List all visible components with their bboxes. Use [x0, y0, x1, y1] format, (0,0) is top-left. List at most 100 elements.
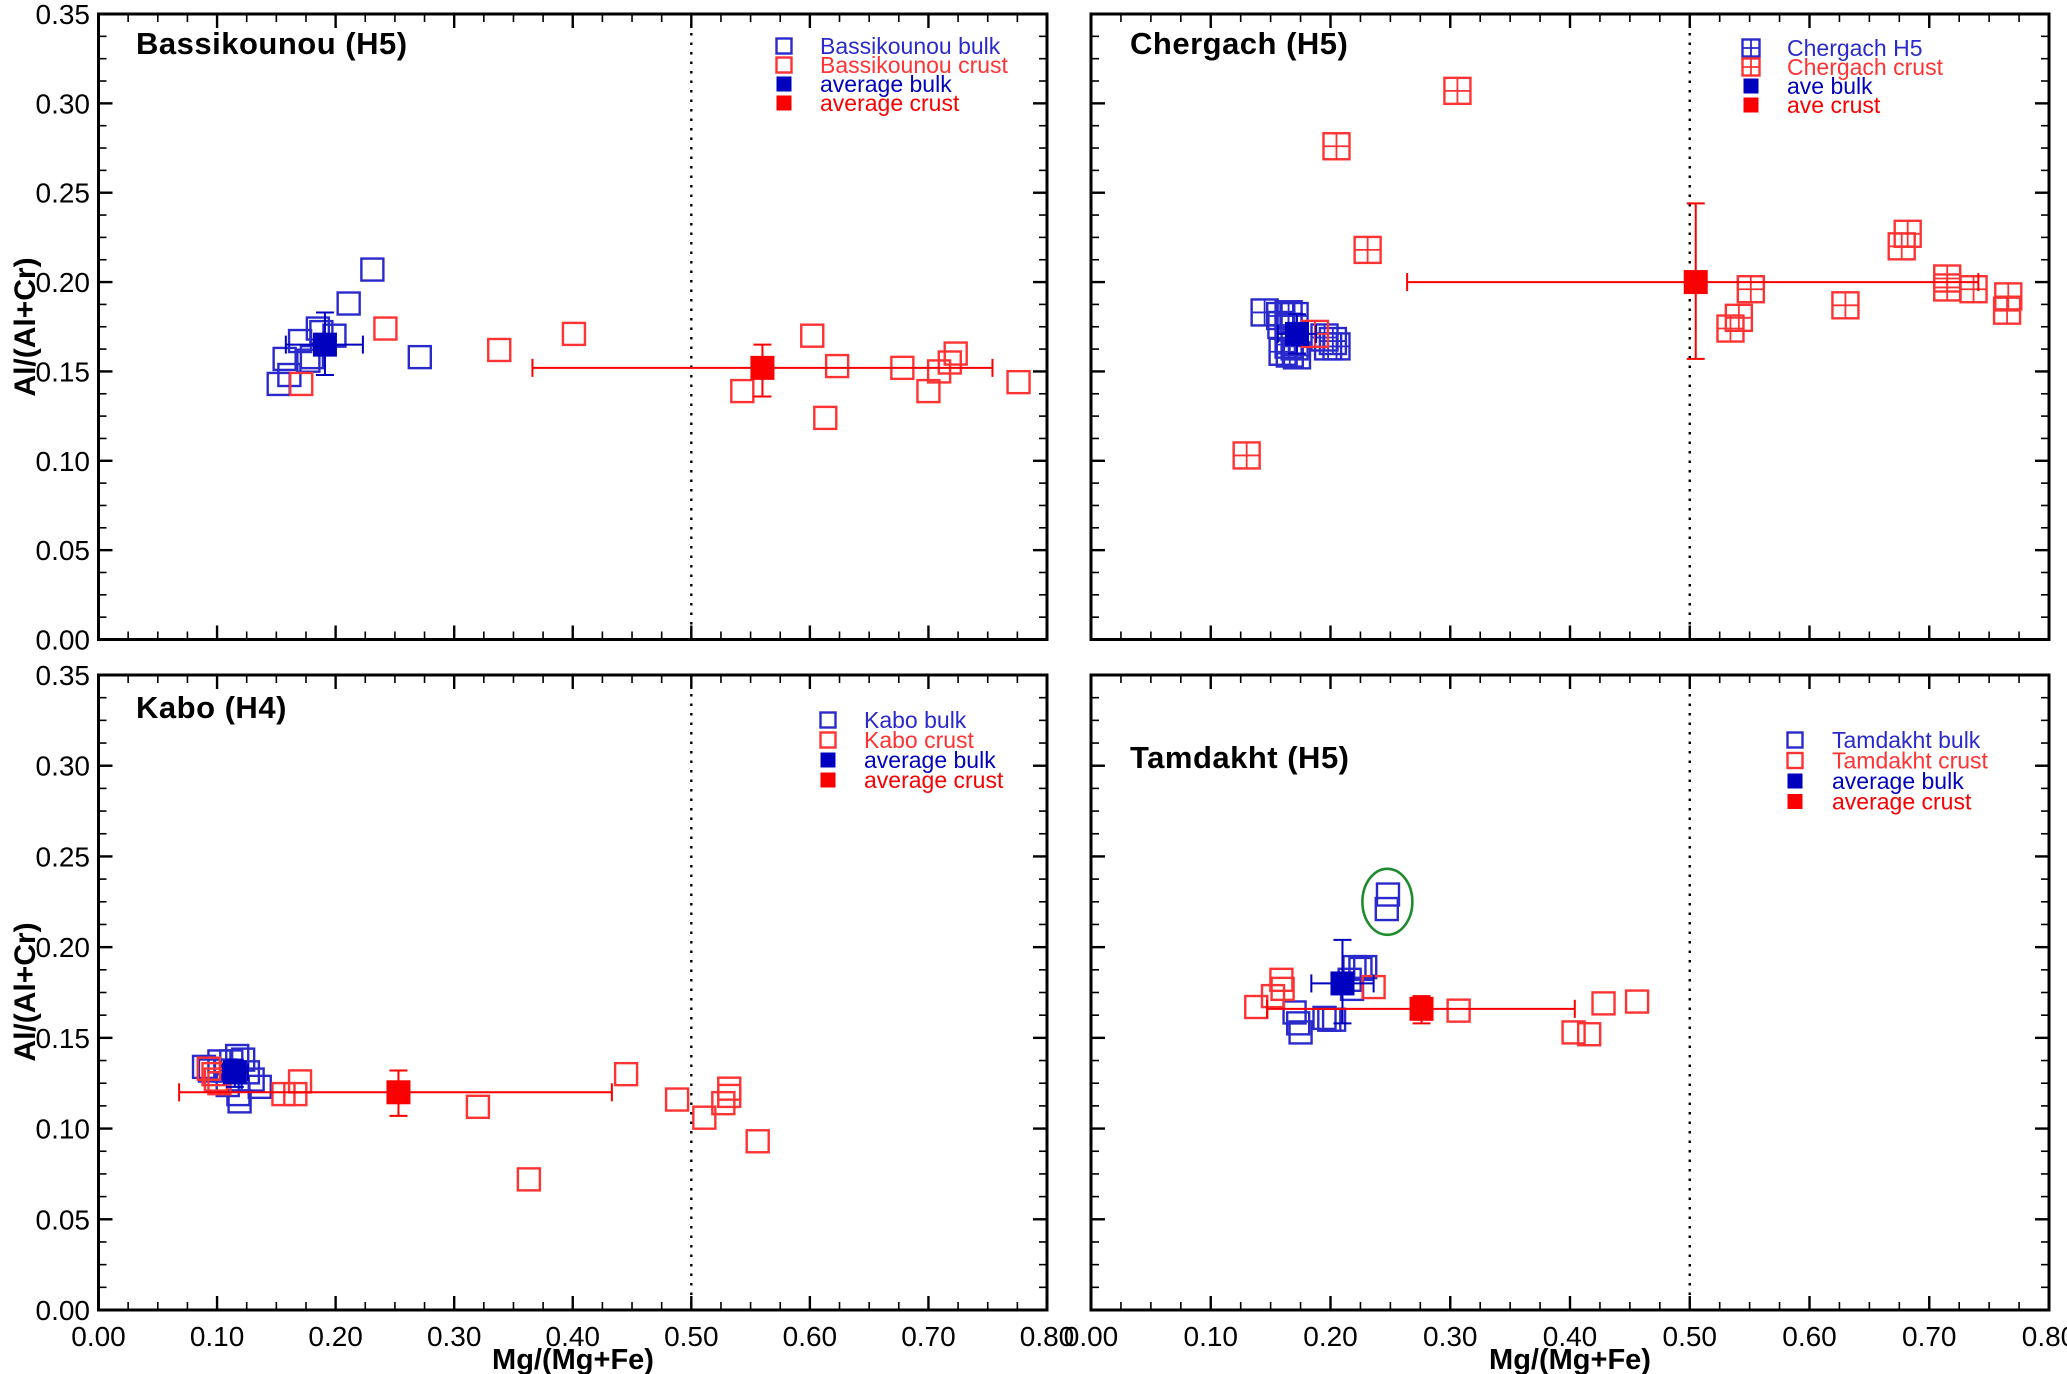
series-average-crust [1266, 995, 1576, 1025]
series-kabo-crust [196, 1056, 770, 1192]
data-point [1312, 1005, 1337, 1031]
x-tick-label: 0.60 [1782, 1321, 1837, 1352]
average-point [1330, 971, 1355, 996]
x-tick-label: 0.00 [1064, 1321, 1119, 1352]
x-tick-label: 0.60 [783, 1321, 838, 1352]
data-point [1374, 896, 1399, 922]
y-tick-label: 0.00 [36, 625, 91, 656]
x-tick-label: 0.30 [427, 1321, 482, 1352]
x-tick-label: 0.40 [1543, 1321, 1598, 1352]
data-point [283, 1081, 308, 1107]
x-tick-label: 0.70 [1902, 1321, 1957, 1352]
data-point [1893, 219, 1922, 249]
data-point [824, 353, 850, 379]
ticks [1089, 12, 2051, 641]
data-point [360, 257, 385, 282]
data-point [1006, 369, 1031, 395]
x-tick-label: 0.10 [1184, 1321, 1239, 1352]
series-average-crust [531, 343, 994, 398]
data-point [943, 341, 968, 366]
average-point [386, 1080, 411, 1105]
legend-item-label: average bulk [820, 71, 952, 97]
legend-swatch [819, 731, 837, 749]
x-tick-label: 0.30 [1423, 1321, 1478, 1352]
y-tick-label: 0.10 [36, 446, 91, 477]
y-tick-label: 0.25 [36, 178, 91, 209]
x-axis-label-left: Mg/(Mg+Fe) [492, 1344, 654, 1374]
data-point [692, 1105, 717, 1130]
y-tick-label: 0.05 [36, 1204, 91, 1235]
plot-frame [1089, 12, 2051, 641]
data-point [1443, 76, 1472, 106]
data-point [730, 378, 755, 404]
data-point [1322, 132, 1351, 161]
data-point [1353, 954, 1378, 980]
legend-item-label: average bulk [1832, 768, 1964, 794]
series-ave-bulk [1276, 313, 1318, 355]
x-tick-label: 0.50 [1663, 1321, 1718, 1352]
panel-3: 0.00 0.10 0.20 0.30 0.40 0.50 0.60 0.70 0.80 Tamd… [1064, 673, 2067, 1352]
legend-item-label: Tamdakht crust [1832, 748, 1989, 774]
data-point [613, 1061, 639, 1087]
data-point [296, 348, 321, 373]
average-point [1409, 996, 1434, 1021]
data-point [1446, 998, 1471, 1023]
legend-swatch [776, 95, 792, 111]
data-point [800, 323, 825, 348]
data-point [1591, 991, 1616, 1016]
y-tick-label: 0.25 [36, 841, 91, 872]
series-average-bulk [284, 311, 364, 377]
data-point [1353, 235, 1382, 265]
data-point [407, 344, 433, 370]
legend-item-label: Bassikounou bulk [820, 33, 1001, 59]
legend-swatch [1743, 97, 1759, 113]
data-point [516, 1167, 542, 1192]
panel-2: 0.00 0.05 0.10 0.15 0.20 0.25 0.30 0.35 0.00 0.10… [36, 660, 1075, 1352]
series-average-crust [178, 1069, 613, 1117]
legend-swatch [1787, 794, 1803, 809]
data-point [717, 1076, 742, 1101]
annotation-ellipse [1361, 867, 1414, 937]
x-tick-label: 0.50 [664, 1321, 719, 1352]
average-point [312, 332, 337, 357]
x-tick-label: 0.70 [901, 1321, 956, 1352]
y-tick-label: 0.15 [36, 356, 91, 387]
data-point [1576, 1022, 1602, 1047]
legend-swatch [1787, 773, 1803, 789]
data-point [1724, 303, 1754, 333]
series-average-bulk [221, 1058, 249, 1088]
data-point [1624, 989, 1650, 1014]
series-chergach-crust [1232, 76, 2023, 470]
data-point [1285, 1011, 1311, 1036]
data-point [272, 346, 297, 372]
data-point [717, 1083, 742, 1109]
panel-title-bassikounou: Bassikounou (H5) [136, 26, 408, 61]
x-tick-label: 0.20 [1303, 1321, 1358, 1352]
legend-swatch [776, 76, 792, 92]
data-point [1375, 882, 1401, 907]
legend-swatch [1741, 38, 1761, 58]
y-tick-label: 0.15 [36, 1023, 91, 1054]
y-tick-label: 0.30 [36, 751, 91, 782]
data-point [1992, 296, 2022, 325]
legend-item-label: ave bulk [1787, 73, 1873, 99]
legend-swatch [1786, 751, 1804, 770]
y-tick-label: 0.35 [36, 660, 91, 691]
y-tick-label: 0.20 [36, 267, 91, 298]
data-point [937, 350, 962, 375]
legend-item-label: average crust [864, 767, 1004, 793]
data-point [1269, 967, 1294, 992]
legend-item-label: Kabo crust [864, 727, 975, 753]
legend-swatch [1786, 731, 1804, 749]
data-point [487, 337, 512, 363]
series-bassikounou-crust [289, 316, 1031, 431]
legend-item-label: average crust [820, 90, 960, 116]
legend-item-label: average crust [1832, 789, 1972, 815]
data-point [1736, 275, 1766, 304]
data-point [1994, 282, 2023, 311]
